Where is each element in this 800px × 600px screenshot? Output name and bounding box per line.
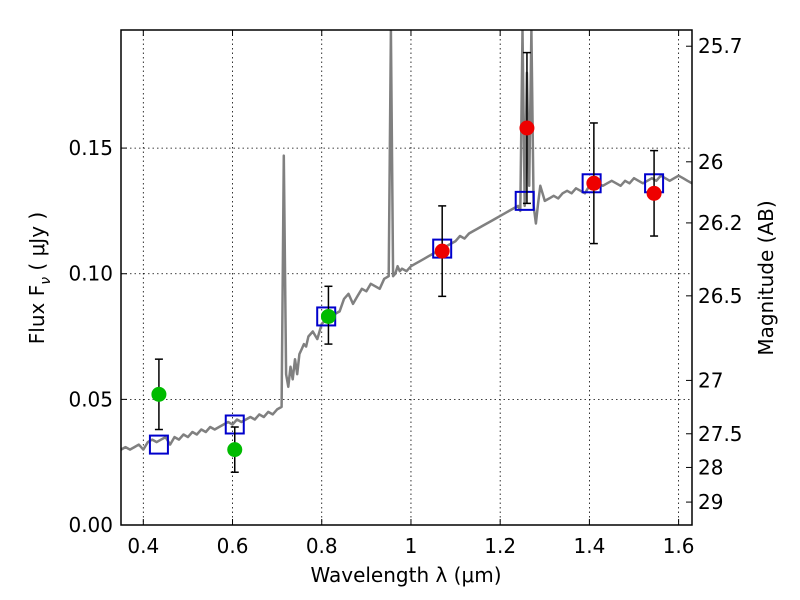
- y2-tick-label: 27: [698, 368, 723, 392]
- y2-tick-label: 26: [698, 150, 723, 174]
- y2-tick-label: 26.5: [698, 284, 743, 308]
- observed-optical-point: [227, 442, 243, 458]
- y-axis-title-main: Flux F: [25, 285, 49, 344]
- x-tick-label: 1.2: [484, 534, 516, 558]
- observed-nir-point: [586, 175, 602, 191]
- y-tick-label: 0.15: [68, 136, 113, 160]
- y2-tick-label: 27.5: [698, 422, 743, 446]
- y2-tick-label: 25.7: [698, 34, 743, 58]
- y-tick-label: 0.10: [68, 262, 113, 286]
- x-tick-label: 1.4: [573, 534, 605, 558]
- axis-ticks: [121, 30, 692, 526]
- y-axis-title: Flux Fν ( μJy ): [25, 212, 54, 344]
- model-photometry-square: [514, 190, 535, 211]
- y-tick-label: 0.00: [68, 513, 113, 537]
- y2-axis-title: Magnitude (AB): [754, 200, 778, 355]
- observed-nir-point: [434, 243, 450, 259]
- observed-optical-point: [151, 386, 167, 402]
- y2-tick-label: 29: [698, 490, 723, 514]
- plot-frame: [120, 29, 693, 526]
- tick-labels: 0.4 0.6 0.8 1 1.2 1.4 1.6 0.00 0.05 0.10 0.15 25.7 2…: [68, 34, 742, 558]
- model-photometry-square: [148, 434, 169, 455]
- observed-optical-point: [320, 308, 336, 324]
- y2-tick-label: 28: [698, 455, 723, 479]
- x-axis-title: Wavelength λ (μm): [310, 563, 501, 587]
- y-tick-label: 0.05: [68, 387, 113, 411]
- x-tick-label: 1.6: [663, 534, 695, 558]
- x-tick-label: 0.8: [306, 534, 338, 558]
- x-tick-label: 0.4: [127, 534, 159, 558]
- data-marks: [148, 51, 665, 473]
- observed-nir-point: [646, 185, 662, 201]
- observed-nir-point: [519, 120, 535, 136]
- grid-lines: [121, 30, 692, 526]
- y-axis-title-unit: ( μJy ): [25, 212, 49, 277]
- x-tick-label: 0.6: [217, 534, 249, 558]
- y-axis-title-subscript: ν: [38, 277, 54, 285]
- y2-tick-label: 26.2: [698, 211, 743, 235]
- x-tick-label: 1: [405, 534, 418, 558]
